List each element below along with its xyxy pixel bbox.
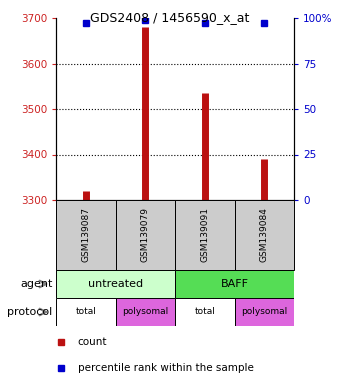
Bar xyxy=(56,200,116,270)
Text: BAFF: BAFF xyxy=(221,279,249,289)
Bar xyxy=(175,200,235,270)
Text: GSM139084: GSM139084 xyxy=(260,208,269,262)
Text: count: count xyxy=(78,337,107,347)
Bar xyxy=(116,200,175,270)
Text: GDS2408 / 1456590_x_at: GDS2408 / 1456590_x_at xyxy=(90,12,250,25)
Text: total: total xyxy=(194,308,215,316)
Bar xyxy=(56,298,116,326)
Text: untreated: untreated xyxy=(88,279,143,289)
Bar xyxy=(235,298,294,326)
Text: GSM139079: GSM139079 xyxy=(141,207,150,263)
Text: polysomal: polysomal xyxy=(241,308,288,316)
Text: total: total xyxy=(75,308,96,316)
Text: agent: agent xyxy=(20,279,53,289)
Text: polysomal: polysomal xyxy=(122,308,169,316)
Bar xyxy=(116,298,175,326)
Text: GSM139091: GSM139091 xyxy=(200,207,209,263)
Text: GSM139087: GSM139087 xyxy=(81,207,90,263)
Bar xyxy=(235,200,294,270)
Bar xyxy=(175,298,235,326)
Text: percentile rank within the sample: percentile rank within the sample xyxy=(78,363,253,373)
Text: protocol: protocol xyxy=(7,307,53,317)
Bar xyxy=(56,270,175,298)
Bar xyxy=(175,270,294,298)
